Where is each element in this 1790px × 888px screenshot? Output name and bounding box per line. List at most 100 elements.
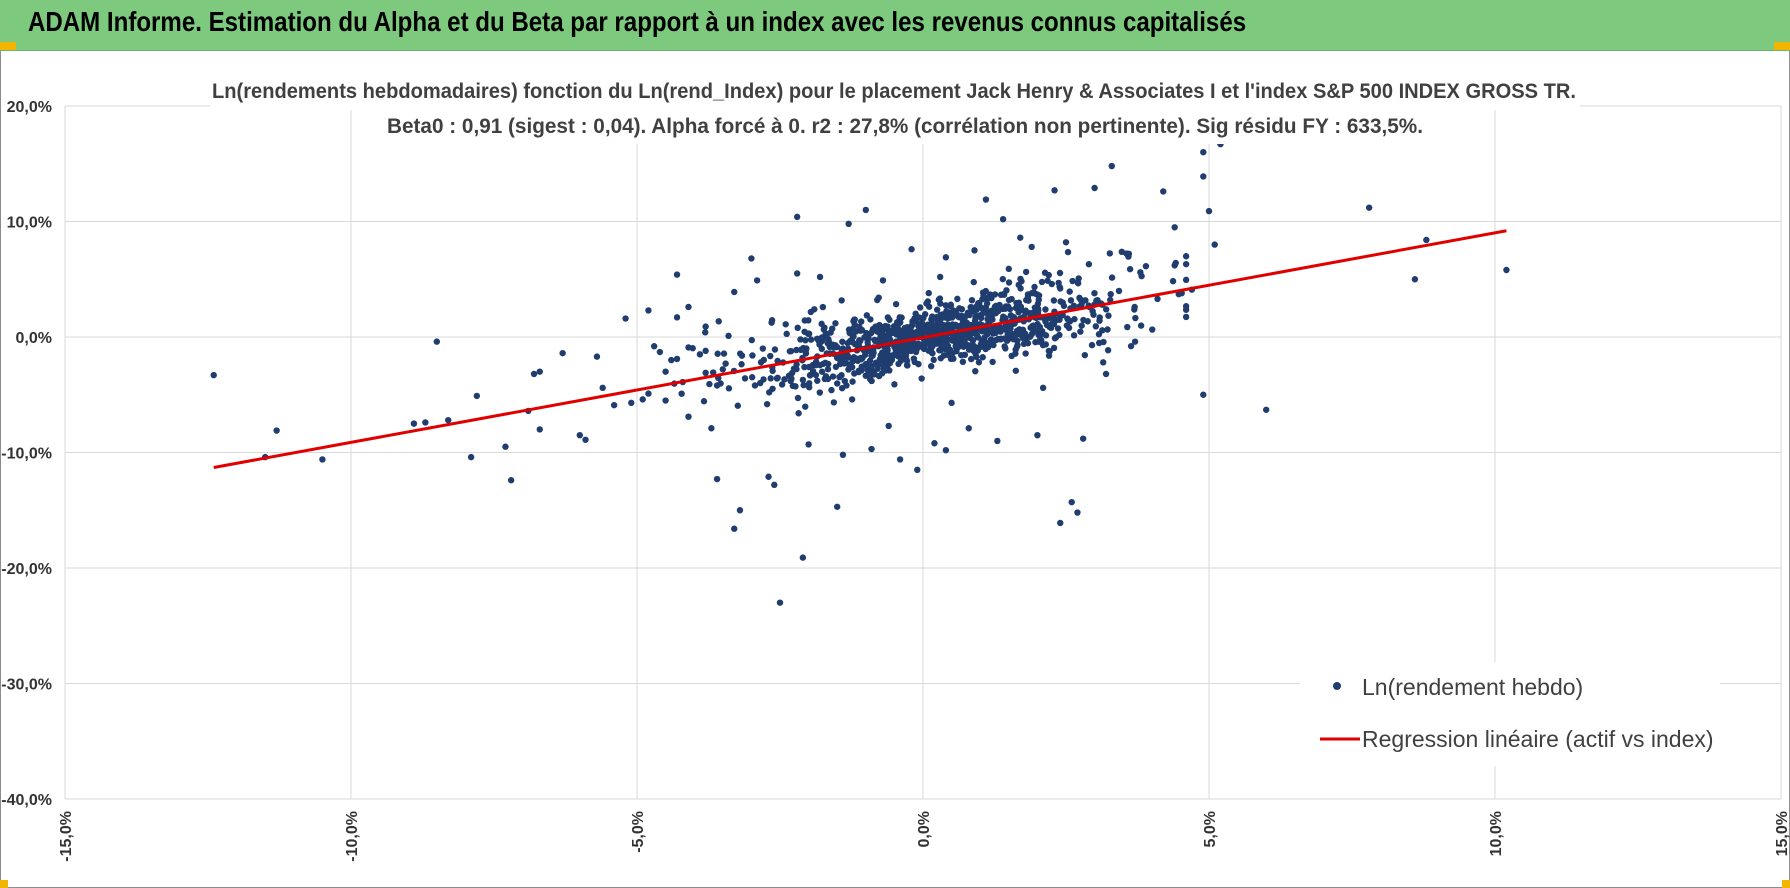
data-point [985, 328, 993, 335]
data-point [960, 322, 967, 330]
data-point [1069, 277, 1076, 285]
y-tick-label: 20,0% [7, 99, 52, 116]
data-point [903, 356, 910, 363]
data-point [1108, 162, 1115, 170]
data-point [706, 380, 713, 388]
data-point [1045, 347, 1053, 355]
data-point [942, 254, 950, 261]
data-point [868, 445, 875, 453]
data-point [979, 354, 986, 361]
data-point [1124, 323, 1131, 331]
data-point [988, 294, 995, 302]
data-point [445, 416, 452, 424]
data-point [536, 426, 543, 433]
data-point [1068, 498, 1075, 506]
data-point [944, 342, 952, 349]
data-point [748, 255, 755, 262]
data-point [1034, 320, 1041, 328]
data-point [1057, 519, 1064, 527]
data-point [738, 361, 745, 368]
data-point [748, 374, 756, 381]
data-point [966, 311, 973, 319]
data-point [802, 350, 810, 357]
chart-subtitle: Beta0 : 0,91 (sigest : 0,04). Alpha forc… [387, 115, 1423, 138]
data-point [936, 273, 944, 281]
data-point [877, 336, 884, 344]
data-point [806, 372, 814, 379]
data-point [1017, 275, 1024, 283]
data-point [1088, 341, 1096, 349]
data-point [628, 399, 635, 407]
data-point [1022, 307, 1029, 314]
data-point [958, 351, 965, 359]
data-point [970, 278, 977, 286]
data-point [1067, 297, 1075, 304]
data-point [902, 350, 909, 358]
data-point [1138, 272, 1145, 280]
data-point [1131, 338, 1139, 345]
data-point [1082, 297, 1089, 304]
data-point [1012, 367, 1020, 374]
data-point [827, 329, 834, 336]
data-point [1182, 313, 1190, 321]
data-point [825, 338, 833, 345]
data-point [959, 358, 967, 366]
data-point [1070, 332, 1078, 339]
data-point [1001, 343, 1008, 350]
data-point [930, 315, 937, 322]
data-point [1008, 352, 1015, 360]
x-tick-label: 5,0% [1202, 811, 1219, 847]
regression-line [213, 229, 1507, 469]
data-point [769, 367, 776, 375]
data-point [536, 368, 543, 375]
data-point [855, 341, 863, 348]
data-point [1028, 243, 1035, 251]
data-point [1012, 346, 1019, 353]
data-point [593, 353, 601, 360]
data-point [836, 373, 843, 381]
data-point [911, 343, 918, 350]
data-point [832, 320, 839, 327]
data-point [793, 213, 801, 221]
data-point [1047, 324, 1055, 332]
data-point [960, 313, 967, 320]
data-point [813, 361, 820, 369]
data-point [650, 343, 658, 350]
data-point [892, 300, 900, 308]
data-point [1104, 347, 1112, 354]
data-point [954, 295, 961, 303]
data-point [720, 350, 728, 357]
data-point [1062, 239, 1070, 246]
x-tick-label: -10,0% [344, 811, 361, 862]
data-point [858, 318, 865, 325]
data-point [801, 363, 808, 371]
data-point [662, 397, 669, 404]
data-point [1200, 391, 1207, 398]
data-point [916, 304, 924, 311]
data-point [832, 363, 840, 371]
data-point [1503, 266, 1510, 274]
data-point [879, 277, 887, 284]
data-point [918, 375, 925, 382]
data-point [839, 345, 847, 352]
data-point [814, 377, 821, 384]
data-point [433, 338, 440, 345]
data-point [882, 367, 889, 374]
title-background [210, 74, 1580, 110]
data-point [1064, 248, 1072, 256]
data-point [719, 366, 726, 373]
data-point [914, 466, 921, 474]
data-point [763, 400, 771, 408]
data-point [821, 324, 828, 331]
data-point [714, 350, 721, 357]
data-point [1169, 277, 1177, 285]
data-point [610, 401, 618, 409]
data-point [1024, 340, 1032, 347]
data-point [982, 338, 989, 346]
data-point [1051, 187, 1058, 194]
data-point [1099, 327, 1106, 334]
data-point [844, 354, 851, 361]
data-point [872, 337, 879, 345]
data-point [983, 300, 991, 307]
data-point [410, 420, 418, 427]
